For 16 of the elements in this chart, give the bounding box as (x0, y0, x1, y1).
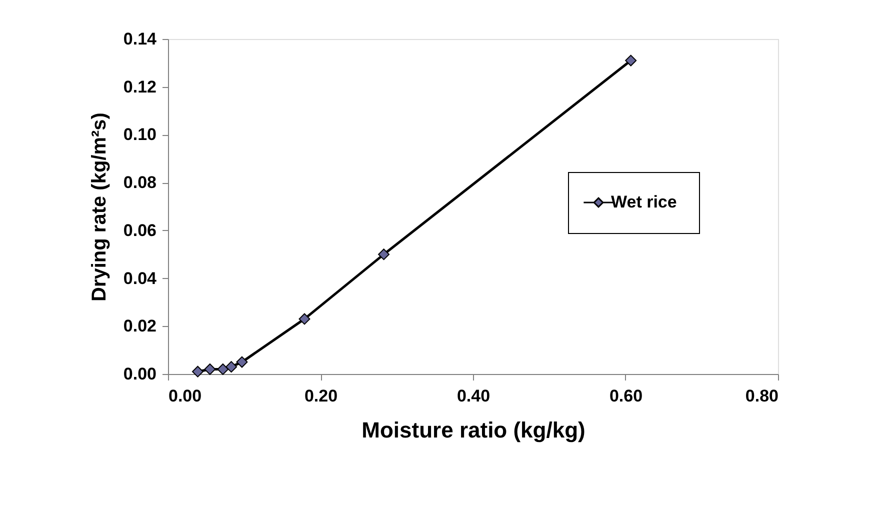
x-tick-label: 0.60 (609, 386, 643, 406)
y-tick-label: 0.00 (123, 364, 156, 384)
y-tick-label: 0.02 (123, 316, 156, 336)
x-axis-title: Moisture ratio (kg/kg) (362, 418, 586, 442)
y-tick-label: 0.06 (123, 220, 156, 240)
y-tick-label: 0.12 (123, 77, 156, 96)
y-tick-label: 0.04 (123, 268, 158, 288)
x-tick-label: 0.40 (456, 386, 490, 406)
y-axis-title: Drying rate (kg/m²s) (88, 112, 110, 302)
legend-label: Wet rice (611, 192, 677, 212)
y-tick-label: 0.10 (123, 125, 156, 144)
y-tick-label: 0.08 (123, 173, 156, 192)
x-tick-label: 0.00 (168, 386, 202, 406)
x-tick-label: 0.80 (745, 386, 778, 406)
y-tick-label: 0.14 (123, 30, 158, 48)
x-tick-label: 0.20 (304, 386, 338, 406)
